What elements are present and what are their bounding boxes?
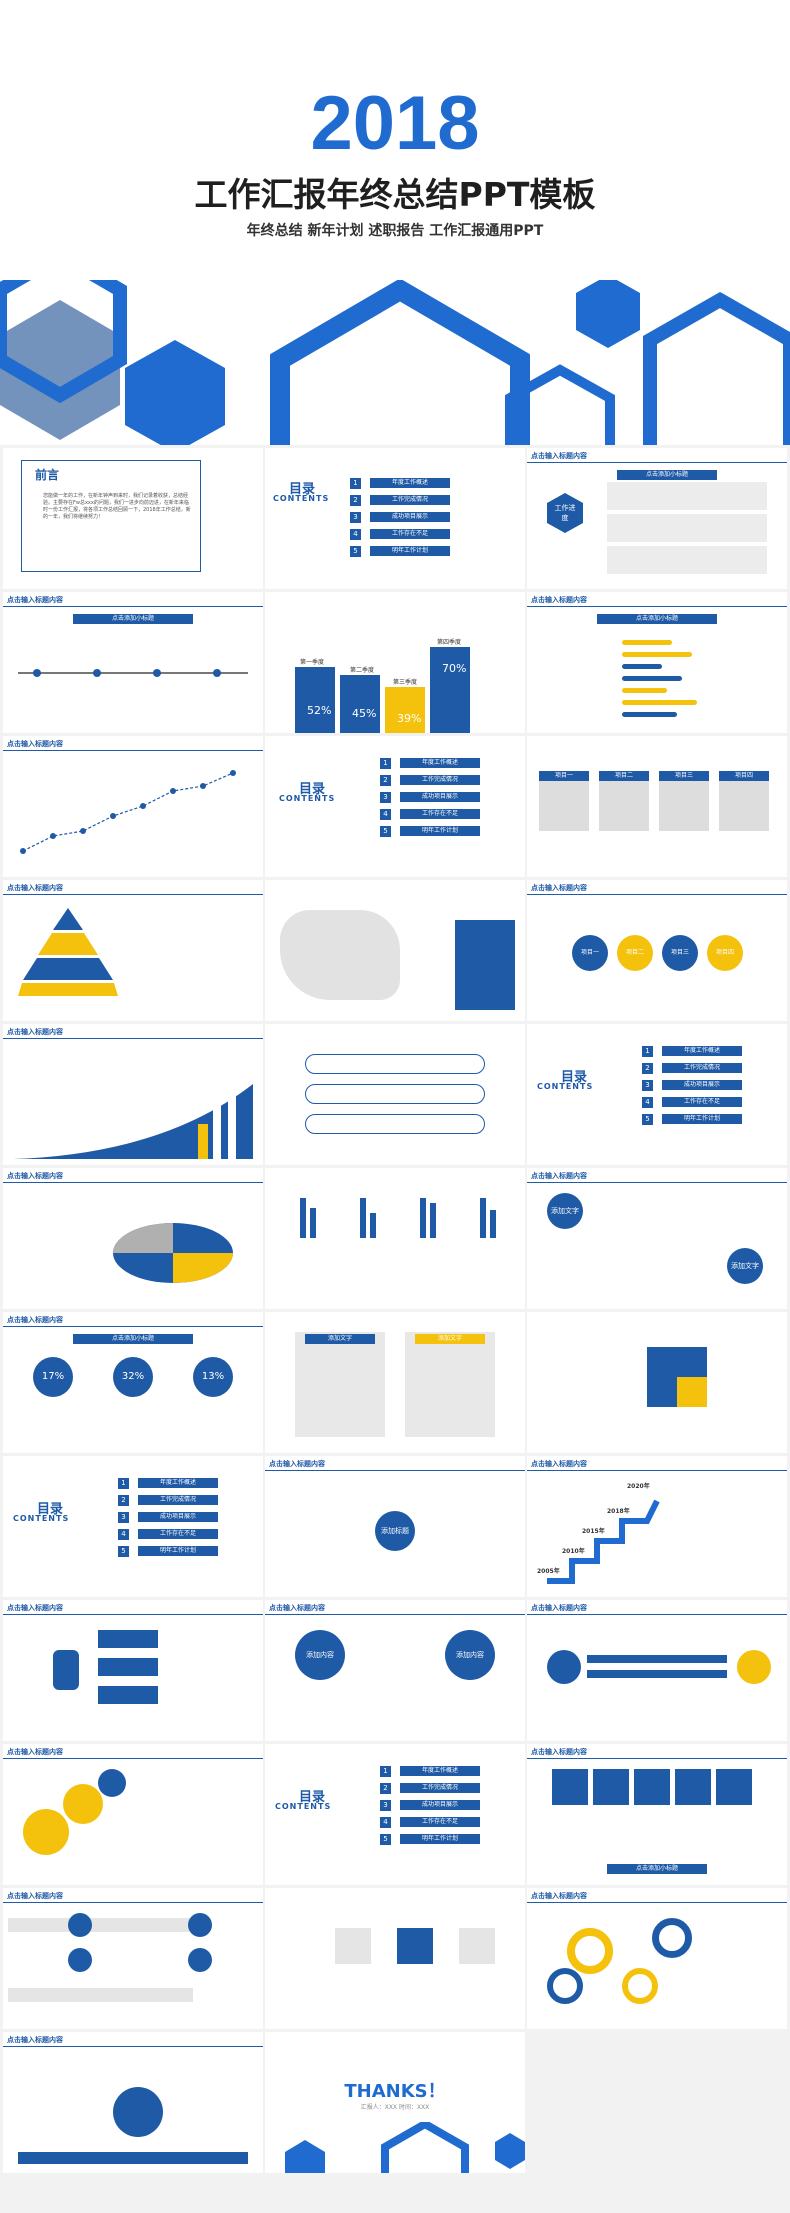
slide-area-chart[interactable]: 点击输入标题内容 [3,1024,263,1165]
pyramid-chart [18,908,118,996]
slide-pyramid[interactable]: 点击输入标题内容 [3,880,263,1021]
slide-3d-pie[interactable]: 点击输入标题内容 [3,1168,263,1309]
cover-slide: 2018 工作汇报年终总结PPT模板 年终总结 新年计划 述职报告 工作汇报通用… [0,0,790,445]
bar-q3 [385,687,425,733]
slide-two-circles[interactable]: 点击输入标题内容 添加内容 添加内容 [265,1600,525,1741]
slide-four-columns[interactable]: 项目一 项目二 项目三 项目四 [527,736,787,877]
pie-2: 32% [113,1357,153,1397]
slide-bar-quarters[interactable]: 52% 52% 45% 39% 70% 第一季度 第二季度 第三季度 第四季度 [265,592,525,733]
slide-work-progress[interactable]: 点击输入标题内容 工作进度 点击添加小标题 [527,448,787,589]
slide-center-circles[interactable]: 点击输入标题内容 添加标题 [265,1456,525,1597]
china-map [280,910,400,1000]
slide-rounded-list[interactable] [265,1024,525,1165]
slide-toc-2[interactable]: 目录 CONTENTS 1 年度工作概述 2 工作完成情况 3 成功项目展示 4 工作存… [265,736,525,877]
hexagon-icon [547,493,583,533]
cover-title: 工作汇报年终总结PPT模板 [194,175,596,214]
slide-map[interactable] [265,880,525,1021]
slide-timeline[interactable]: 点击输入标题内容 点击添加小标题 [3,592,263,733]
slide-arrow-flow[interactable]: 点击输入标题内容 [527,1600,787,1741]
pie-1: 17% [33,1357,73,1397]
slide-preface[interactable]: 前言 您能做一年的工作，在新年钟声到来时，我们记录着收获，总结经验。主要存在Fw… [3,448,263,589]
slide-circle-chain[interactable]: 点击输入标题内容 项目一 项目二 项目三 项目四 [527,880,787,1021]
globe-icon [113,2087,163,2137]
thanks-title: THANKS！ [344,2081,446,2102]
cover-year: 2018 [310,81,480,166]
pie-3: 13% [193,1357,233,1397]
slide-icon-tiles[interactable]: 点击输入标题内容 点击添加小标题 [527,1744,787,1885]
bar-q2 [340,675,380,733]
slide-two-cards[interactable]: 添加文字 添加文字 [265,1312,525,1453]
line-chart [20,770,236,854]
slide-toc-1[interactable]: 目录 CONTENTS 1 年度工作概述 2 工作完成情况 3 成功项目展示 4 工作存… [265,448,525,589]
slide-horizontal-bars[interactable]: 点击输入标题内容 点击添加小标题 [527,592,787,733]
preface-title: 前言 [35,468,60,482]
slide-gears[interactable]: 点击输入标题内容 [527,1888,787,2029]
slide-overlap-circles[interactable]: 点击输入标题内容 [3,1744,263,1885]
cover-subtitle: 年终总结 新年计划 述职报告 工作汇报通用PPT [246,223,544,239]
slide-toc-5[interactable]: 目录 CONTENTS 1 年度工作概述 2 工作完成情况 3 成功项目展示 4 工作存… [265,1744,525,1885]
slide-timeline-2[interactable]: 点击输入标题内容 [3,1888,263,2029]
slide-toc-4[interactable]: 目录 CONTENTS 1 年度工作概述 2 工作完成情况 3 成功项目展示 4 工作存… [3,1456,263,1597]
slide-line-chart[interactable]: 点击输入标题内容 [3,736,263,877]
slide-puzzle[interactable] [527,1312,787,1453]
slide-toc-3[interactable]: 目录 CONTENTS 1 年度工作概述 2 工作完成情况 3 成功项目展示 4 工作存… [527,1024,787,1165]
slide-branch[interactable]: 点击输入标题内容 [3,1600,263,1741]
slide-column-chart[interactable] [265,1168,525,1309]
bar-q4 [430,647,470,733]
slide-add-text[interactable]: 点击输入标题内容 添加文字 添加文字 [527,1168,787,1309]
slide-steps[interactable]: 点击输入标题内容 2005年 2010年 2015年 2018年 2020年 [527,1456,787,1597]
slide-pies[interactable]: 点击输入标题内容 点击添加小标题 17% 32% 13% [3,1312,263,1453]
slide-globe[interactable]: 点击输入标题内容 [3,2032,263,2173]
bar-q1 [295,667,335,733]
slide-thanks[interactable]: THANKS！ 汇报人：XXX 时间：XXX [265,2032,525,2173]
slide-icon-table[interactable] [265,1888,525,2029]
preface-body: 您能做一年的工作，在新年钟声到来时，我们记录着收获，总结经验。主要存在Fw总xx… [43,493,191,520]
hexagon-decoration [0,280,790,445]
